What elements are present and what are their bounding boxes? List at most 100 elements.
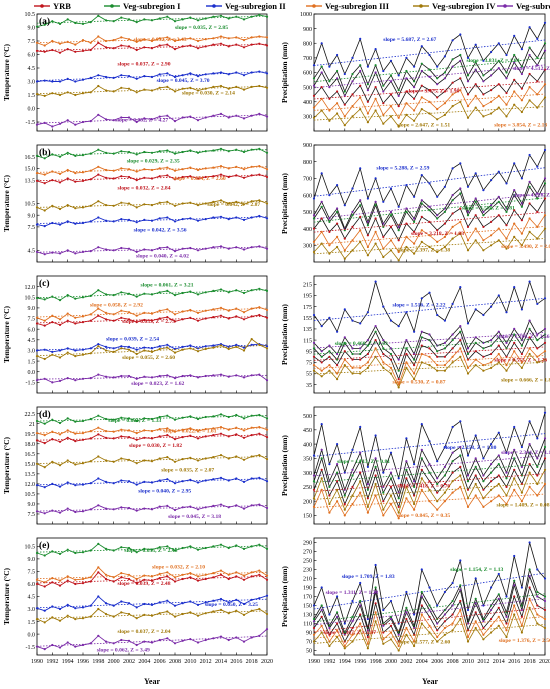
data-point [543,608,547,612]
data-point [97,345,100,348]
y-tick-label: 500 [303,414,312,420]
x-tick-label: 2020 [261,659,273,665]
trend-line [313,93,546,111]
data-point [120,546,123,549]
trend-annotation: slope = 0.053, Z = 2.79 [122,319,175,325]
data-point [466,56,470,60]
data-point [89,352,92,355]
data-point [405,497,408,500]
data-point [459,207,462,210]
data-point [320,468,323,471]
data-point [104,480,108,483]
data-point [374,109,377,112]
x-tick-label: 2002 [400,659,412,665]
data-point [428,209,431,212]
data-point [58,93,62,97]
y-tick-label: 10.5 [25,545,36,551]
trend-line [36,114,268,124]
data-point [43,44,46,47]
trend-annotation: slope = 0.042, Z = 2.87 [207,202,260,208]
data-point [320,217,323,220]
x-tick-label: 1996 [77,659,89,665]
y-tick-label: 4.5 [28,66,36,72]
data-point [196,417,200,421]
data-point [459,584,462,587]
data-point [74,322,77,325]
data-point [443,90,446,93]
data-point [58,80,62,83]
data-point [143,18,146,21]
data-point [58,42,62,45]
data-point [405,339,408,342]
data-point [158,505,161,508]
legend: YRB Veg-subregion I Veg-subregion II Veg-su… [34,1,550,11]
data-point [135,321,138,324]
data-point [227,218,230,221]
data-point [166,166,169,169]
data-point [536,210,539,213]
data-point [135,643,138,647]
series [35,571,269,588]
data-point [382,608,385,612]
data-point [112,347,115,350]
data-point [250,434,253,437]
data-point [66,417,69,420]
data-point [359,199,362,202]
data-point [389,485,393,488]
trend-annotation: slope = 0.052, Z = 4.27 [115,118,168,124]
data-point [359,352,362,356]
data-point [374,347,377,350]
data-point [219,165,223,168]
y-tick-label: 9.0 [28,213,36,219]
data-point [382,113,385,116]
x-tick-label: 2012 [200,659,212,665]
data-point [97,634,100,637]
data-point [382,500,385,503]
series [312,586,547,643]
data-point [451,225,454,228]
data-point [242,318,246,321]
data-point [120,457,123,460]
data-point [513,584,516,587]
trend-line [313,226,546,245]
data-point [520,631,524,634]
data-point [158,572,161,576]
data-point [474,474,477,477]
data-point [74,582,77,586]
data-point [336,480,339,483]
data-point [436,77,439,80]
data-point [104,602,108,605]
data-point [196,177,200,180]
data-point [336,330,339,333]
data-point [196,249,200,252]
data-point [397,250,400,254]
data-point [389,494,393,497]
data-point [235,477,238,480]
series [312,457,547,509]
trend-annotation: slope = 0.040, Z = 2.95 [138,488,191,494]
data-point [382,642,385,645]
series [35,199,269,212]
data-point [436,118,439,121]
data-point [258,199,261,202]
data-point [74,551,77,555]
data-point [413,119,416,122]
data-point [265,574,269,577]
data-point [451,339,454,342]
data-point [536,604,539,607]
data-point [505,91,508,95]
data-point [528,597,531,600]
trend-annotation: slope = 3.854, Z = 2.13 [494,122,547,128]
data-point [443,369,446,372]
data-point [173,120,177,123]
data-point [242,203,246,206]
data-point [436,65,439,68]
data-point [528,280,531,283]
data-point [459,588,462,591]
y-tick-label: 900 [303,27,312,33]
data-point [97,343,100,346]
data-point [366,361,369,364]
trend-line [313,355,546,369]
data-point [536,37,539,41]
data-point [212,37,215,40]
